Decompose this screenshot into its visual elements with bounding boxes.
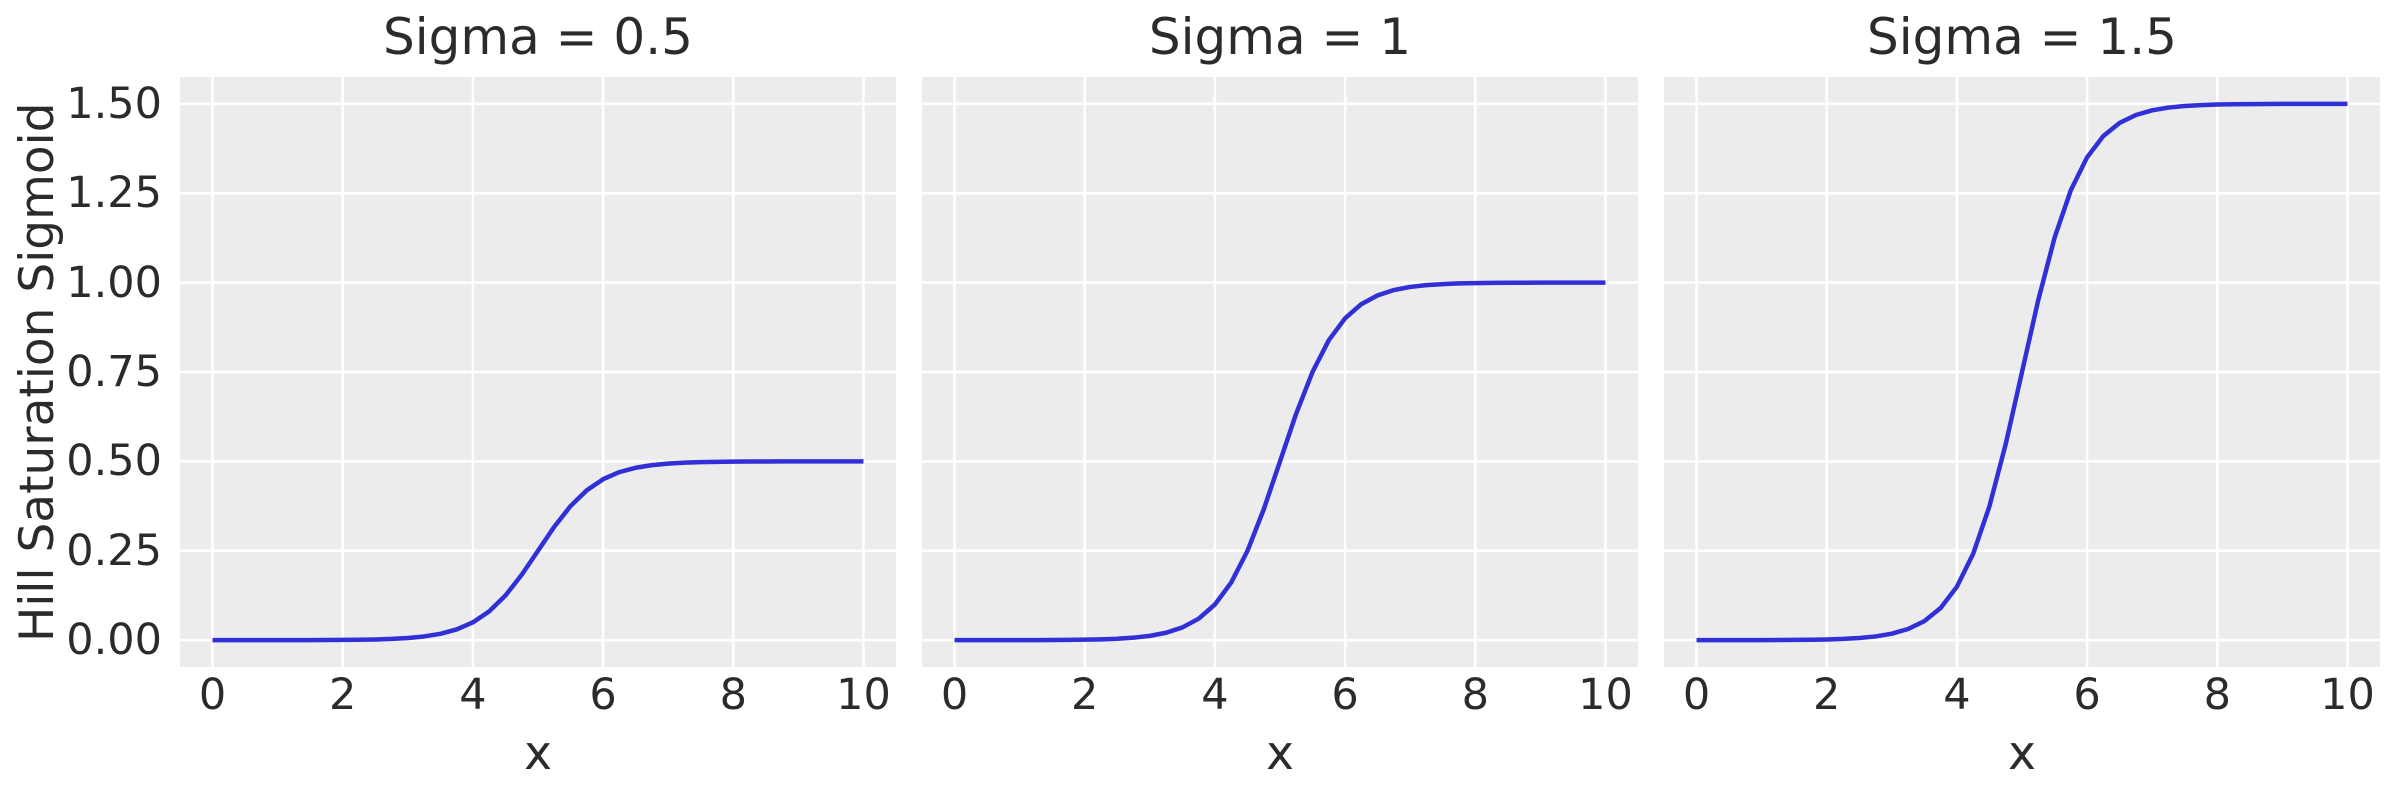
subplot-sigma-1.5: Sigma = 1.5 0 2 4 6 8 10 x [1664, 0, 2380, 800]
y-tick-label: 1.00 [66, 257, 162, 308]
y-tick-label: 0.25 [66, 525, 162, 576]
x-axis-label: x [2008, 725, 2036, 781]
x-tick-label: 10 [1578, 670, 1633, 720]
x-tick-label: 6 [589, 670, 617, 720]
x-tick-label: 0 [940, 670, 969, 720]
plot-title: Sigma = 0.5 [383, 8, 693, 66]
sigmoid-curve [212, 459, 864, 643]
x-tick-label: 2 [1813, 670, 1841, 720]
x-tick-label: 0 [198, 670, 227, 720]
x-axis-tick-labels: 0 2 4 6 8 10 [1664, 669, 2380, 721]
x-tick-label: 8 [2203, 670, 2231, 720]
x-tick-label: 8 [719, 670, 747, 720]
x-axis-tick-labels: 0 2 4 6 8 10 [180, 669, 896, 721]
x-tick-label: 6 [2073, 670, 2101, 720]
plot-canvas [180, 77, 896, 667]
y-tick-label: 1.50 [66, 78, 162, 129]
y-tick-label: 0.75 [66, 347, 162, 397]
subplot-sigma-0.5: Sigma = 0.5 0 2 4 6 8 10 x [180, 0, 896, 800]
x-tick-label: 4 [1201, 670, 1229, 720]
plot-canvas [1664, 77, 2380, 667]
axes-area [180, 77, 896, 667]
plot-title: Sigma = 1 [1148, 8, 1412, 66]
axes-area [1664, 77, 2380, 667]
axes-area [922, 77, 1638, 667]
plot-canvas [922, 77, 1638, 667]
x-tick-label: 4 [459, 670, 487, 720]
x-tick-label: 10 [836, 670, 891, 720]
y-tick-label: 1.25 [66, 168, 162, 219]
x-tick-label: 4 [1943, 670, 1971, 720]
x-tick-label: 2 [1071, 670, 1099, 720]
sigmoid-curve [1696, 101, 2348, 643]
x-tick-label: 8 [1461, 670, 1489, 720]
x-tick-label: 6 [1331, 670, 1359, 720]
x-axis-label: x [524, 725, 552, 781]
x-axis-label: x [1266, 725, 1294, 781]
x-axis-tick-labels: 0 2 4 6 8 10 [922, 669, 1638, 721]
y-tick-label: 0.50 [66, 436, 162, 487]
x-tick-label: 10 [2320, 670, 2375, 720]
x-tick-label: 2 [329, 670, 357, 720]
y-tick-label: 0.00 [66, 615, 162, 666]
sigmoid-curve [954, 280, 1606, 643]
x-tick-label: 0 [1682, 670, 1711, 720]
y-axis-tick-labels: 0.00 0.25 0.50 0.75 1.00 1.25 1.50 [0, 77, 162, 667]
subplot-sigma-1: Sigma = 1 0 2 4 6 8 10 x [922, 0, 1638, 800]
plot-title: Sigma = 1.5 [1867, 8, 2177, 66]
